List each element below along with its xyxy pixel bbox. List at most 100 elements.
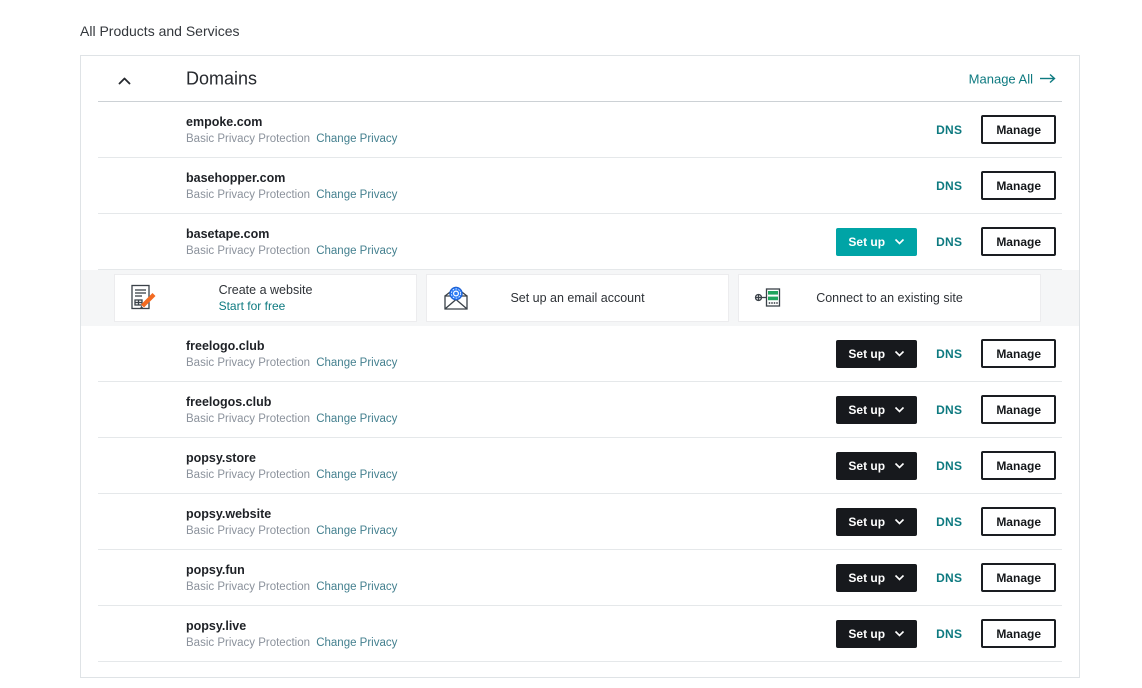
chevron-down-icon xyxy=(894,518,905,525)
setup-button-label: Set up xyxy=(848,458,886,473)
chevron-down-icon xyxy=(894,574,905,581)
change-privacy-link[interactable]: Change Privacy xyxy=(316,356,398,369)
dns-link[interactable]: DNS xyxy=(936,346,963,361)
promo-card-text: Connect to an existing site xyxy=(739,291,1040,305)
dns-link[interactable]: DNS xyxy=(936,514,963,529)
domain-row: empoke.com Basic Privacy Protection Chan… xyxy=(98,102,1062,158)
page-title: All Products and Services xyxy=(80,23,240,39)
domain-name: popsy.website xyxy=(186,506,272,521)
domain-privacy: Basic Privacy Protection Change Privacy xyxy=(186,133,397,145)
manage-all-label: Manage All xyxy=(968,71,1033,86)
domain-info: popsy.store Basic Privacy Protection Cha… xyxy=(186,451,397,481)
change-privacy-link[interactable]: Change Privacy xyxy=(316,244,398,257)
change-privacy-link[interactable]: Change Privacy xyxy=(316,132,398,145)
setup-button[interactable]: Set up xyxy=(836,563,918,592)
domain-row: popsy.website Basic Privacy Protection C… xyxy=(98,494,1062,550)
manage-button[interactable]: Manage xyxy=(981,171,1056,200)
change-privacy-link[interactable]: Change Privacy xyxy=(316,468,398,481)
chevron-down-icon xyxy=(894,406,905,413)
domain-info: empoke.com Basic Privacy Protection Chan… xyxy=(186,115,397,145)
setup-button-label: Set up xyxy=(848,514,886,529)
domain-row: freelogo.club Basic Privacy Protection C… xyxy=(98,326,1062,382)
domain-privacy: Basic Privacy Protection Change Privacy xyxy=(186,637,397,649)
setup-button[interactable]: Set up xyxy=(836,395,918,424)
domain-list: empoke.com Basic Privacy Protection Chan… xyxy=(81,102,1079,662)
promo-card-title: Connect to an existing site xyxy=(816,291,963,305)
privacy-status-label: Basic Privacy Protection xyxy=(186,188,310,201)
change-privacy-link[interactable]: Change Privacy xyxy=(316,412,398,425)
manage-button[interactable]: Manage xyxy=(981,507,1056,536)
domains-panel: Domains Manage All empoke.com Basic Priv… xyxy=(80,55,1080,678)
manage-button[interactable]: Manage xyxy=(981,339,1056,368)
domain-name: basehopper.com xyxy=(186,170,286,185)
change-privacy-link[interactable]: Change Privacy xyxy=(316,524,398,537)
setup-button-label: Set up xyxy=(848,234,886,249)
manage-button[interactable]: Manage xyxy=(981,227,1056,256)
promo-card-email[interactable]: Set up an email account xyxy=(426,274,729,322)
change-privacy-link[interactable]: Change Privacy xyxy=(316,188,398,201)
domain-name: freelogos.club xyxy=(186,394,272,409)
dns-link[interactable]: DNS xyxy=(936,570,963,585)
dns-link[interactable]: DNS xyxy=(936,626,963,641)
setup-button[interactable]: Set up xyxy=(836,619,918,648)
promo-card-connect-site[interactable]: Connect to an existing site xyxy=(738,274,1041,322)
setup-button[interactable]: Set up xyxy=(836,507,918,536)
manage-button[interactable]: Manage xyxy=(981,563,1056,592)
domain-name: basetape.com xyxy=(186,226,270,241)
dns-link[interactable]: DNS xyxy=(936,122,963,137)
domain-actions: Set up DNS Manage xyxy=(836,395,1056,424)
setup-button[interactable]: Set up xyxy=(836,339,918,368)
manage-button[interactable]: Manage xyxy=(981,115,1056,144)
domain-privacy: Basic Privacy Protection Change Privacy xyxy=(186,581,397,593)
panel-title: Domains xyxy=(186,68,258,88)
setup-button[interactable]: Set up xyxy=(836,227,918,256)
privacy-status-label: Basic Privacy Protection xyxy=(186,524,310,537)
email-icon xyxy=(442,284,470,312)
domains-panel-header: Domains Manage All xyxy=(98,56,1062,102)
change-privacy-link[interactable]: Change Privacy xyxy=(316,636,398,649)
privacy-status-label: Basic Privacy Protection xyxy=(186,636,310,649)
arrow-right-icon xyxy=(1040,73,1056,84)
domain-row: popsy.store Basic Privacy Protection Cha… xyxy=(98,438,1062,494)
domain-info: basetape.com Basic Privacy Protection Ch… xyxy=(186,227,397,257)
change-privacy-link[interactable]: Change Privacy xyxy=(316,580,398,593)
chevron-up-icon xyxy=(118,77,131,85)
domain-row: popsy.live Basic Privacy Protection Chan… xyxy=(98,606,1062,662)
domain-actions: Set up DNS Manage xyxy=(836,339,1056,368)
domain-name: empoke.com xyxy=(186,114,263,129)
domain-privacy: Basic Privacy Protection Change Privacy xyxy=(186,413,397,425)
domain-actions: Set up DNS Manage xyxy=(836,227,1056,256)
chevron-down-icon xyxy=(894,350,905,357)
privacy-status-label: Basic Privacy Protection xyxy=(186,412,310,425)
start-for-free-link[interactable]: Start for free xyxy=(218,299,286,313)
privacy-status-label: Basic Privacy Protection xyxy=(186,468,310,481)
promo-card-text: Set up an email account xyxy=(427,291,728,305)
domain-actions: DNS Manage xyxy=(936,171,1056,200)
manage-all-link[interactable]: Manage All xyxy=(969,71,1057,86)
privacy-status-label: Basic Privacy Protection xyxy=(186,132,310,145)
dns-link[interactable]: DNS xyxy=(936,458,963,473)
manage-button[interactable]: Manage xyxy=(981,619,1056,648)
privacy-status-label: Basic Privacy Protection xyxy=(186,580,310,593)
domain-privacy: Basic Privacy Protection Change Privacy xyxy=(186,357,397,369)
domain-row: basehopper.com Basic Privacy Protection … xyxy=(98,158,1062,214)
dns-link[interactable]: DNS xyxy=(936,178,963,193)
promo-card-create-website[interactable]: Create a website Start for free xyxy=(114,274,417,322)
domain-row: freelogos.club Basic Privacy Protection … xyxy=(98,382,1062,438)
domain-privacy: Basic Privacy Protection Change Privacy xyxy=(186,189,397,201)
promo-band: Create a website Start for free xyxy=(81,270,1079,326)
domain-name: popsy.fun xyxy=(186,562,245,577)
dns-link[interactable]: DNS xyxy=(936,402,963,417)
setup-button-label: Set up xyxy=(848,346,886,361)
setup-button-label: Set up xyxy=(848,626,886,641)
domain-info: popsy.website Basic Privacy Protection C… xyxy=(186,507,397,537)
domain-info: basehopper.com Basic Privacy Protection … xyxy=(186,171,397,201)
domain-actions: Set up DNS Manage xyxy=(836,507,1056,536)
dns-link[interactable]: DNS xyxy=(936,234,963,249)
setup-button[interactable]: Set up xyxy=(836,451,918,480)
manage-button[interactable]: Manage xyxy=(981,451,1056,480)
manage-button[interactable]: Manage xyxy=(981,395,1056,424)
collapse-toggle-button[interactable] xyxy=(114,69,135,92)
domain-actions: DNS Manage xyxy=(936,115,1056,144)
promo-card-title: Create a website xyxy=(218,283,313,297)
